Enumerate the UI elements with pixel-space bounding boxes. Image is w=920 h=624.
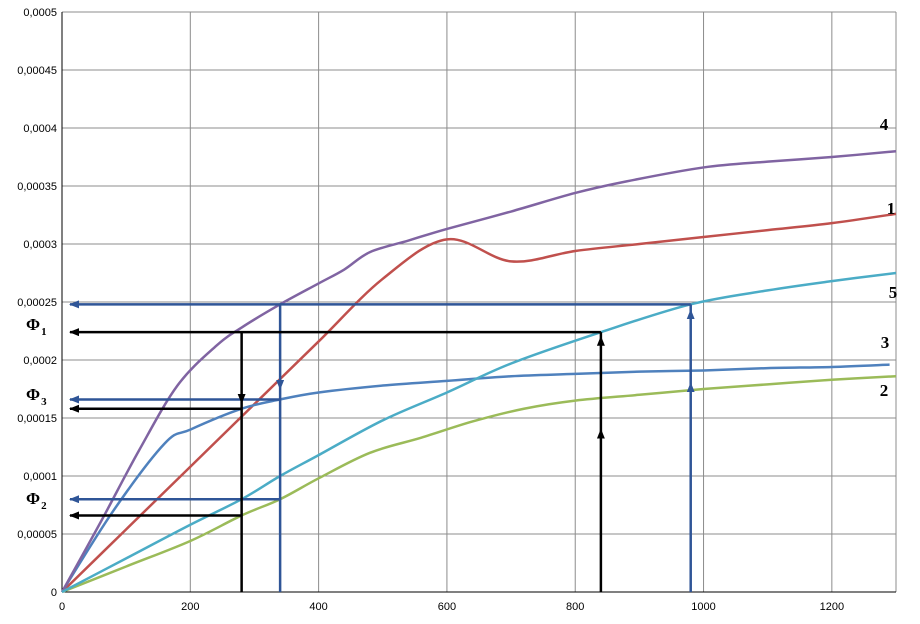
x-tick-label: 400 xyxy=(309,601,327,613)
series-line-4 xyxy=(60,149,897,593)
y-tick-label: 0,0002 xyxy=(23,355,57,367)
x-tick-label: 200 xyxy=(181,601,199,613)
x-tick-label: 1000 xyxy=(691,601,715,613)
phi-label: Φ1 xyxy=(26,315,47,338)
x-tick-label: 1200 xyxy=(820,601,844,613)
y-tick-label: 0,0004 xyxy=(23,123,57,135)
series-label-5: 5 xyxy=(889,283,898,302)
phi-label: Φ3 xyxy=(26,385,47,408)
y-tick-label: 0,0003 xyxy=(23,239,57,251)
phi-label: Φ2 xyxy=(26,489,47,512)
series-label-2: 2 xyxy=(880,381,889,400)
y-tick-label: 0,00035 xyxy=(17,181,57,193)
y-tick-label: 0,00015 xyxy=(17,413,57,425)
y-axis-ticks: 0 0,00005 0,0001 0,00015 0,0002 0,00025 0,0003… xyxy=(17,7,57,599)
phi-subscript: 3 xyxy=(41,396,47,408)
y-tick-label: 0 xyxy=(51,587,57,599)
series-label-4: 4 xyxy=(880,115,889,134)
grid xyxy=(61,11,897,593)
series-line-1 xyxy=(61,212,897,593)
y-tick-label: 0,0001 xyxy=(23,471,57,483)
series-line-5 xyxy=(61,271,897,594)
series xyxy=(60,149,897,594)
x-tick-label: 800 xyxy=(566,601,584,613)
x-tick-label: 600 xyxy=(438,601,456,613)
annotations xyxy=(69,300,695,592)
series-label-3: 3 xyxy=(881,333,890,352)
y-tick-label: 0,0005 xyxy=(23,7,57,19)
y-tick-label: 0,00005 xyxy=(17,529,57,541)
phi-subscript: 2 xyxy=(41,500,47,512)
series-label-1: 1 xyxy=(887,199,896,218)
series-line-3 xyxy=(60,363,890,593)
x-tick-label: 0 xyxy=(59,601,65,613)
x-axis-ticks: 0 200 400 600 800 1000 1200 xyxy=(59,601,844,613)
y-tick-label: 0,00025 xyxy=(17,297,57,309)
y-tick-label: 0,00045 xyxy=(17,65,57,77)
series-line-2 xyxy=(61,374,897,594)
phi-subscript: 1 xyxy=(41,326,47,338)
